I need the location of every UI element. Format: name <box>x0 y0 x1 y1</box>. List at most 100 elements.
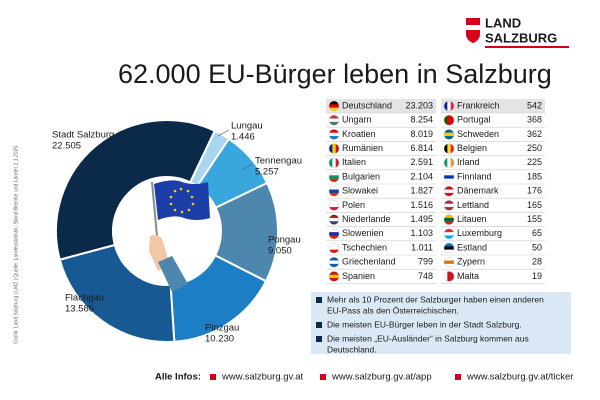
flag-stripe <box>444 257 454 261</box>
country-count: 65 <box>532 228 542 238</box>
notes-box <box>311 292 571 354</box>
country-name: Portugal <box>457 115 491 125</box>
country-count: 1.011 <box>411 242 433 252</box>
flag <box>444 257 454 268</box>
country-name: Rumänien <box>342 143 383 153</box>
flag-stripe <box>329 207 339 211</box>
flag-stripe <box>444 271 448 282</box>
flag <box>329 143 340 154</box>
country-name: Ungarn <box>342 115 372 125</box>
country-count: 250 <box>527 143 542 153</box>
flag-stripe <box>447 115 451 126</box>
flag-border <box>328 157 340 169</box>
country-count: 19 <box>532 271 542 281</box>
flag <box>329 157 340 168</box>
flag-border <box>443 271 455 282</box>
flag <box>444 200 454 211</box>
flag-border <box>443 214 455 225</box>
flag <box>444 271 455 282</box>
country-name: Slowakei <box>342 186 378 196</box>
flag-stripe <box>444 228 454 233</box>
slice-value: 22.505 <box>52 141 81 152</box>
flag-stripe <box>444 235 454 239</box>
slice-label: Pinzgau <box>205 323 239 334</box>
country-name: Spanien <box>342 271 375 281</box>
slice-label: Flachgau <box>65 293 104 304</box>
flag-stripe <box>329 143 333 154</box>
link-marker <box>455 374 461 380</box>
flag-border <box>328 242 340 254</box>
flag <box>329 129 339 140</box>
flag-stripe <box>450 271 455 282</box>
country-count: 225 <box>527 157 542 167</box>
country-name: Schweden <box>457 129 499 139</box>
flag-stripe <box>444 129 454 133</box>
bullet <box>316 322 322 328</box>
flag-stripe <box>329 121 339 126</box>
country-count: 155 <box>527 214 542 224</box>
country-count: 1.495 <box>410 214 433 224</box>
flag-stripe <box>329 232 339 236</box>
country-name: Finnland <box>457 171 492 181</box>
footer-label: Alle Infos: <box>155 372 201 383</box>
flag-border <box>443 171 455 183</box>
country-name: Slowenien <box>342 228 384 238</box>
flag <box>329 101 339 112</box>
flag-stripe <box>444 200 454 204</box>
flag-stripe <box>444 189 454 194</box>
flag-border <box>443 129 455 140</box>
flag-stripe <box>329 249 339 254</box>
flag <box>329 186 339 197</box>
country-count: 368 <box>527 115 542 125</box>
flag <box>444 186 454 197</box>
flag-stripe <box>329 101 339 105</box>
flag-border <box>443 100 455 112</box>
flag-stripe <box>332 157 336 168</box>
flag-border <box>328 200 340 211</box>
flag-stripe <box>444 192 454 197</box>
flag <box>329 228 339 239</box>
flag-border <box>328 214 340 225</box>
flag-stripe <box>329 132 339 137</box>
flag-stripe <box>329 257 339 261</box>
country-name: Lettland <box>457 200 489 210</box>
country-count: 542 <box>527 100 542 110</box>
flag-stripe <box>329 221 339 225</box>
flag-stripe <box>329 246 339 250</box>
country-name: Luxemburg <box>457 228 502 238</box>
country-count: 799 <box>418 257 433 267</box>
flag-stripe <box>329 186 339 190</box>
country-name: Malta <box>457 271 479 281</box>
country-count: 8.019 <box>410 129 433 139</box>
flag-stripe <box>329 203 339 208</box>
link-marker <box>210 374 216 380</box>
slice-label: Tennengau <box>255 156 302 167</box>
footer-link: www.salzburg.gv.at/app <box>331 372 432 383</box>
slice-label: Lungau <box>231 121 263 132</box>
flag-stripe <box>444 263 454 268</box>
flag-stripe <box>329 235 339 239</box>
country-name: Deutschland <box>342 100 392 110</box>
flag <box>444 157 455 168</box>
flag-stripe <box>332 143 336 154</box>
country-name: Griechenland <box>342 257 396 267</box>
country-name: Kroatien <box>342 129 376 139</box>
flag-stripe <box>329 136 339 140</box>
flag <box>444 172 454 183</box>
flag <box>444 143 455 154</box>
flag-stripe <box>447 157 451 168</box>
country-count: 1.103 <box>410 228 433 238</box>
flag-border <box>443 143 455 154</box>
slice-value: 10.230 <box>205 334 234 345</box>
flag-stripe <box>329 271 339 275</box>
logo-line1: LAND <box>485 15 521 30</box>
country-name: Polen <box>342 200 365 210</box>
flag-stripe <box>329 278 339 282</box>
flag-stripe <box>444 243 454 247</box>
flag-border <box>443 257 455 268</box>
slice-label: Pongau <box>268 235 301 246</box>
country-count: 748 <box>418 271 433 281</box>
country-name: Tschechien <box>342 242 387 252</box>
country-count: 6.814 <box>410 143 433 153</box>
flag <box>329 243 339 254</box>
